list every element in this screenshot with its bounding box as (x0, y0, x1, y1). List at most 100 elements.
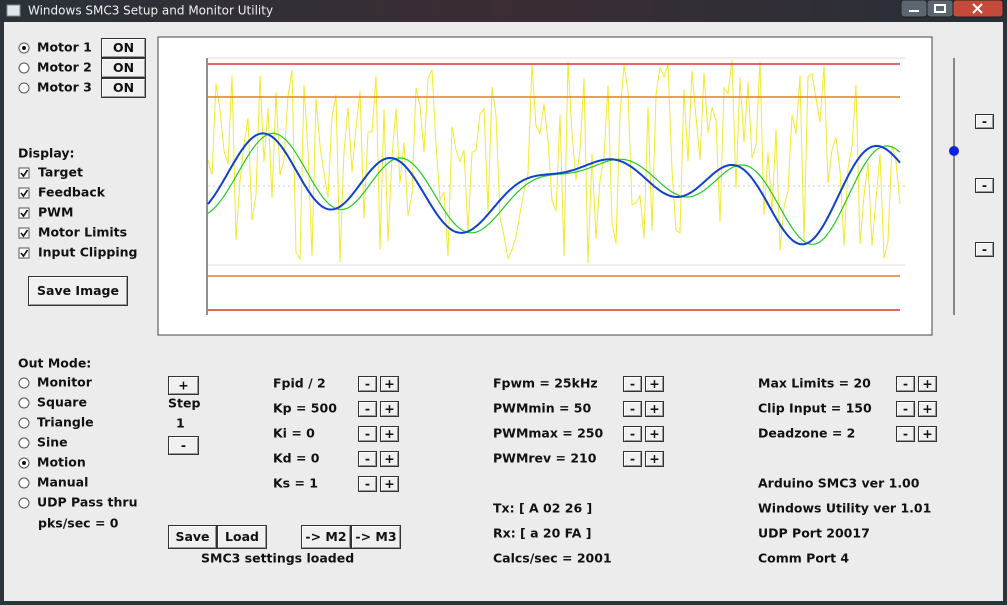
decrease-button-bevel[interactable] (359, 477, 376, 491)
motor-on-button-shade[interactable] (102, 79, 145, 97)
increase-button-face[interactable] (645, 451, 664, 467)
increase-button-shade[interactable] (381, 477, 398, 491)
motor-on-button-shade[interactable] (102, 39, 145, 57)
motor-on-button-label[interactable]: ON (113, 80, 134, 95)
decrease-button-label[interactable]: - (630, 401, 635, 416)
step-minus-button[interactable]: - (168, 436, 199, 455)
slider-thumb[interactable] (949, 146, 959, 156)
step-minus-button-shade[interactable] (169, 437, 198, 454)
decrease-button-shade[interactable] (897, 377, 914, 391)
increase-button-shade[interactable] (646, 402, 663, 416)
decrease-button-face[interactable] (623, 376, 642, 392)
increase-button-bevel[interactable] (381, 477, 398, 491)
increase-button[interactable]: + (380, 401, 399, 417)
radio-dot[interactable] (22, 461, 26, 465)
decrease-button-bevel[interactable] (624, 402, 641, 416)
decrease-button-label[interactable]: - (365, 426, 370, 441)
increase-button-bevel[interactable] (381, 427, 398, 441)
radio[interactable] (18, 497, 30, 509)
copy-to-m3-button[interactable]: -> M3 (351, 525, 401, 549)
step-plus-button-bevel[interactable] (169, 377, 198, 394)
decrease-button-bevel[interactable] (897, 402, 914, 416)
decrease-button[interactable]: - (358, 376, 377, 392)
increase-button-face[interactable] (380, 426, 399, 442)
decrease-button-label[interactable]: - (630, 376, 635, 391)
increase-button-label[interactable]: + (384, 376, 394, 391)
increase-button-bevel[interactable] (646, 427, 663, 441)
increase-button[interactable]: + (380, 426, 399, 442)
increase-button-face[interactable] (380, 476, 399, 492)
decrease-button-bevel[interactable] (359, 402, 376, 416)
step-plus-button-shade[interactable] (169, 377, 198, 394)
motor-on-button-face[interactable] (101, 58, 146, 78)
decrease-button-face[interactable] (896, 426, 915, 442)
decrease-button-shade[interactable] (624, 402, 641, 416)
decrease-button-bevel[interactable] (359, 377, 376, 391)
step-plus-button[interactable]: + (168, 376, 199, 395)
increase-button-label[interactable]: + (922, 426, 932, 441)
save-image-button-face[interactable] (28, 276, 128, 306)
increase-button-shade[interactable] (381, 452, 398, 466)
load-button-label[interactable]: Load (225, 529, 259, 544)
decrease-button-face[interactable] (623, 401, 642, 417)
step-plus-button-face[interactable] (168, 376, 199, 395)
save-image-button-label[interactable]: Save Image (37, 283, 119, 298)
decrease-button[interactable]: - (623, 451, 642, 467)
increase-button-face[interactable] (645, 376, 664, 392)
copy-to-m3-button-face[interactable] (351, 525, 401, 549)
motor-on-button[interactable]: ON (101, 78, 146, 98)
increase-button-shade[interactable] (381, 427, 398, 441)
increase-button-shade[interactable] (919, 427, 936, 441)
copy-to-m3-button-label[interactable]: -> M3 (355, 529, 396, 544)
decrease-button-shade[interactable] (359, 452, 376, 466)
decrease-button-label[interactable]: - (365, 376, 370, 391)
decrease-button-bevel[interactable] (897, 427, 914, 441)
increase-button-bevel[interactable] (381, 402, 398, 416)
decrease-button[interactable]: - (896, 376, 915, 392)
motor-on-button-label[interactable]: ON (113, 40, 134, 55)
decrease-button-shade[interactable] (897, 402, 914, 416)
decrease-button-label[interactable]: - (903, 401, 908, 416)
motor-on-button-bevel[interactable] (102, 59, 145, 77)
slider-step-button-shade[interactable] (976, 243, 993, 256)
checkbox[interactable] (18, 227, 30, 239)
decrease-button-face[interactable] (358, 401, 377, 417)
radio[interactable] (18, 82, 30, 94)
load-button[interactable]: Load (217, 525, 267, 549)
increase-button-bevel[interactable] (381, 452, 398, 466)
increase-button-label[interactable]: + (922, 401, 932, 416)
decrease-button-face[interactable] (358, 426, 377, 442)
save-image-button-shade[interactable] (29, 277, 127, 305)
increase-button-bevel[interactable] (919, 402, 936, 416)
check-mark[interactable] (20, 249, 29, 258)
decrease-button-shade[interactable] (624, 377, 641, 391)
copy-to-m3-button-bevel[interactable] (352, 526, 400, 548)
check-mark[interactable] (20, 209, 29, 218)
increase-button-face[interactable] (380, 401, 399, 417)
radio[interactable] (18, 377, 30, 389)
increase-button-label[interactable]: + (384, 476, 394, 491)
radio[interactable] (18, 477, 30, 489)
motor-on-button-shade[interactable] (102, 59, 145, 77)
decrease-button[interactable]: - (623, 376, 642, 392)
increase-button-shade[interactable] (381, 402, 398, 416)
slider-step-button-face[interactable] (975, 178, 994, 193)
decrease-button-shade[interactable] (624, 452, 641, 466)
decrease-button-label[interactable]: - (365, 401, 370, 416)
increase-button-shade[interactable] (919, 377, 936, 391)
decrease-button-label[interactable]: - (903, 426, 908, 441)
increase-button-label[interactable]: + (384, 401, 394, 416)
increase-button-label[interactable]: + (649, 426, 659, 441)
increase-button-face[interactable] (918, 376, 937, 392)
save-image-button-bevel[interactable] (29, 277, 127, 305)
motor-on-button[interactable]: ON (101, 38, 146, 58)
decrease-button-face[interactable] (896, 376, 915, 392)
decrease-button-label[interactable]: - (630, 451, 635, 466)
increase-button-shade[interactable] (646, 452, 663, 466)
decrease-button[interactable]: - (358, 476, 377, 492)
copy-to-m3-button-shade[interactable] (352, 526, 400, 548)
decrease-button[interactable]: - (358, 401, 377, 417)
increase-button[interactable]: + (645, 401, 664, 417)
decrease-button-face[interactable] (623, 451, 642, 467)
checkbox[interactable] (18, 187, 30, 199)
